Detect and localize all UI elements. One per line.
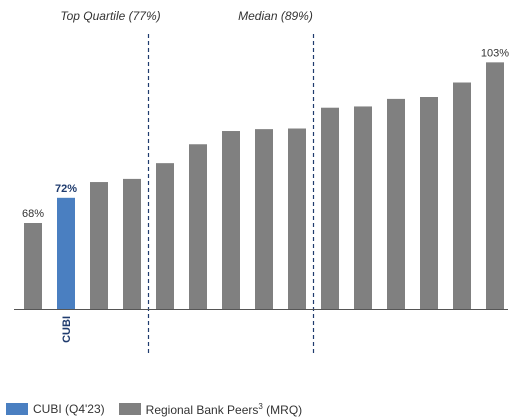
bar-peer-14 xyxy=(486,62,504,309)
reference-label-0: Top Quartile (77%) xyxy=(60,9,160,23)
bars xyxy=(24,62,504,310)
data-label-1: 72% xyxy=(55,183,77,195)
bar-peer-5 xyxy=(189,144,207,309)
bar-peer-2 xyxy=(90,182,108,309)
bar-peer-3 xyxy=(123,178,141,309)
category-labels: CUBI xyxy=(61,316,73,343)
bar-peer-6 xyxy=(222,131,240,309)
bar-peer-12 xyxy=(420,97,438,309)
bar-peer-7 xyxy=(255,129,273,309)
legend-label-cubi: CUBI (Q4'23) xyxy=(33,402,105,416)
legend-item-peers: Regional Bank Peers3 (MRQ) xyxy=(118,401,303,417)
bar-peer-9 xyxy=(321,107,339,310)
legend-swatch-peers xyxy=(118,403,141,415)
legend-swatch-cubi xyxy=(6,403,28,415)
reference-lines: Top Quartile (77%) Median (89%) xyxy=(60,9,315,356)
bar-peer-11 xyxy=(387,98,405,309)
bar-peer-13 xyxy=(453,82,471,309)
data-labels: 68% 72% 103% xyxy=(22,47,509,220)
data-label-0: 68% xyxy=(22,208,44,220)
bar-peer-10 xyxy=(354,106,372,309)
legend: CUBI (Q4'23) Regional Bank Peers3 (MRQ) xyxy=(6,401,316,417)
bar-peer-0 xyxy=(24,223,42,309)
reference-label-1: Median (89%) xyxy=(238,9,313,23)
category-label-cubi: CUBI xyxy=(61,316,73,343)
chart: Top Quartile (77%) Median (89%) 68% 72% 103… xyxy=(14,9,509,356)
legend-label-peers: Regional Bank Peers3 (MRQ) xyxy=(145,401,303,417)
bar-cubi xyxy=(57,197,75,309)
legend-item-cubi: CUBI (Q4'23) xyxy=(6,402,105,416)
bar-peer-4 xyxy=(156,163,174,309)
bar-peer-8 xyxy=(288,128,306,309)
data-label-14: 103% xyxy=(481,47,509,59)
